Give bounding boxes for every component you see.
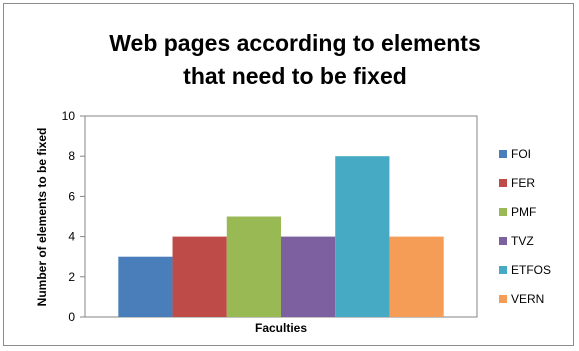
legend-swatch-tvz [499,237,507,245]
legend-label-pmf: PMF [511,205,536,219]
x-axis-title: Faculties [255,321,307,335]
y-tick-label: 6 [68,189,75,203]
y-axis-title: Number of elements to be fixed [35,128,49,307]
chart-title-line-1: Web pages according to elements [109,30,481,56]
y-tick-label: 10 [62,109,76,123]
bar-fer [172,236,227,317]
legend-label-vern: VERN [511,292,544,306]
legend-swatch-vern [499,295,507,303]
legend-label-tvz: TVZ [511,234,534,248]
bar-tvz [281,236,336,317]
legend-label-etfos: ETFOS [511,263,551,277]
bar-foi [118,256,173,317]
y-tick-label: 2 [68,270,75,284]
bars-group [118,156,444,317]
legend: FOI FER PMF TVZ ETFOS VERN [499,147,551,306]
chart-title-line-2: that need to be fixed [183,63,407,89]
y-tick-label: 8 [68,149,75,163]
y-tick-label: 0 [68,310,75,324]
legend-swatch-foi [499,150,507,158]
legend-swatch-pmf [499,208,507,216]
bar-etfos [335,156,390,317]
legend-swatch-fer [499,179,507,187]
legend-label-foi: FOI [511,147,531,161]
y-axis: 0 2 4 6 8 10 [62,109,85,324]
bar-pmf [226,216,281,317]
y-tick-label: 4 [68,230,75,244]
bar-vern [389,236,444,317]
legend-label-fer: FER [511,176,535,190]
legend-swatch-etfos [499,266,507,274]
